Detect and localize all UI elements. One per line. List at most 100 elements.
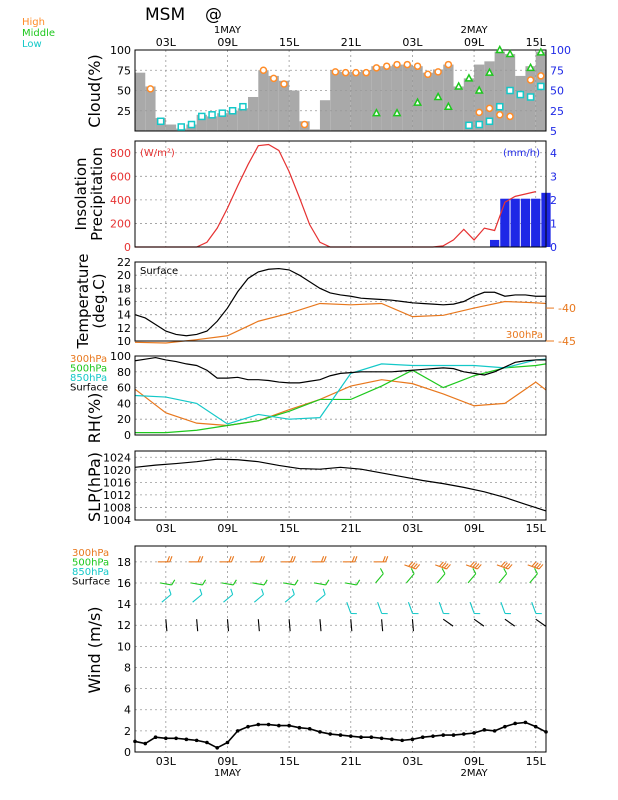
cloud-bar	[330, 70, 341, 131]
slp-panel-frame	[134, 450, 547, 521]
precip-bar	[510, 198, 520, 247]
wind-barb-surface	[381, 619, 384, 632]
cloud-middle-point	[485, 67, 494, 76]
wind-speed-point	[307, 726, 312, 731]
cloud-high-point	[362, 68, 370, 77]
ins-ytick-left: 200	[110, 217, 131, 230]
rh-line-500hpa	[135, 363, 547, 434]
rh-ytick-left: 100	[110, 350, 131, 363]
cloud-high-point	[352, 68, 360, 77]
cloud-low-point	[198, 112, 206, 121]
wind-barb-500hpa	[406, 573, 415, 584]
slp-ytick-left: 1004	[103, 514, 131, 527]
wind-ytick-left: 18	[117, 556, 131, 569]
cloud-ytick-right: 25	[550, 105, 564, 118]
wind-barb-500hpa	[325, 579, 330, 586]
cloud-bar	[474, 64, 485, 131]
cloud-ylabel: Cloud(%)	[85, 54, 104, 127]
wind-barb-300hpa	[197, 556, 201, 563]
insolation-line	[135, 143, 536, 248]
cloud-high-point	[444, 60, 453, 69]
rh-ytick-left: 40	[117, 397, 131, 410]
ins-ytick-right: 4	[550, 147, 557, 160]
wind-barb-300hpa	[385, 556, 389, 563]
wind-barb-500hpa	[436, 573, 446, 584]
cloud-middle-point	[392, 108, 402, 117]
wind-speed-point	[513, 721, 517, 726]
wind-speed-point	[462, 732, 466, 736]
wind-speed-point	[523, 720, 528, 725]
cloud-panel-frame	[134, 49, 547, 132]
cloud-ytick-left: 50	[117, 85, 131, 98]
cloud-bar	[494, 51, 505, 132]
top-tick-label: 09L	[464, 36, 485, 49]
top-date-label: 2MAY	[460, 25, 488, 36]
wind-speed-point	[277, 723, 281, 728]
legend-middle: Middle	[22, 28, 55, 39]
cloud-bar	[258, 70, 269, 131]
cloud-bar	[340, 71, 351, 131]
wind-barb-850hpa	[230, 588, 234, 595]
cloud-high-point	[259, 66, 268, 74]
cloud-middle-point	[474, 85, 484, 94]
bottom-date-label: 1MAY	[214, 768, 242, 779]
cloud-ytick-left: 75	[117, 64, 131, 77]
temp-ytick-left: 18	[117, 282, 131, 295]
ins-ytick-right: 3	[550, 170, 557, 183]
wind-ylabel: Wind (m/s)	[85, 606, 104, 693]
wind-barb-500hpa	[190, 582, 203, 586]
cloud-high-point	[475, 108, 483, 117]
wind-panel-frame	[134, 545, 547, 753]
cloud-middle-point	[505, 48, 515, 58]
wind-legend-item: 850hPa	[72, 567, 109, 578]
precip-bar	[531, 198, 541, 247]
wind-speed-point	[400, 738, 404, 743]
ins-ytick-right: 1	[550, 217, 557, 230]
wind-barb-surface	[411, 619, 415, 632]
wind-speed-point	[328, 732, 333, 736]
cloud-middle-point	[454, 81, 464, 90]
wind-barb-surface	[442, 618, 454, 627]
wind-speed-point	[379, 736, 384, 741]
cloud-middle-point	[372, 108, 381, 117]
wind-barb-850hpa	[199, 588, 203, 595]
rh-ytick-left: 20	[117, 413, 131, 426]
wind-speed-point	[431, 734, 435, 738]
wind-speed-point	[287, 723, 291, 728]
wind-speed-point	[256, 722, 261, 727]
wind-barb-500hpa	[410, 568, 415, 574]
wind-barb-surface	[288, 619, 291, 632]
cloud-bar	[309, 129, 320, 131]
wind-barb-300hpa	[261, 556, 265, 563]
cloud-bar	[145, 86, 156, 131]
temp-panel-frame	[134, 261, 547, 342]
mid-tick-label: 03L	[402, 522, 423, 535]
temp-300hpa-line	[134, 300, 547, 344]
cloud-low-point	[208, 111, 216, 119]
cloud-high-point	[393, 60, 401, 69]
cloud-ytick-right: 100	[550, 44, 571, 57]
cloud-bar	[165, 124, 177, 131]
legend-high: High	[22, 17, 45, 28]
cloud-bar	[371, 66, 382, 131]
rh-legend-item: 500hPa	[70, 364, 107, 375]
wind-speed-point	[348, 734, 353, 738]
cloud-bar	[206, 116, 218, 131]
wind-barb-300hpa	[472, 562, 478, 568]
wind-barb-surface	[319, 619, 322, 632]
cloud-bar	[227, 110, 238, 131]
rh-line-300hpa	[134, 379, 547, 427]
wind-barb-500hpa	[283, 582, 296, 586]
ins-panel-frame	[134, 140, 547, 248]
cloud-middle-point	[495, 44, 505, 54]
wind-barb-850hpa	[438, 602, 444, 614]
wind-ytick-left: 16	[117, 577, 131, 590]
wind-barb-500hpa	[379, 568, 384, 574]
wind-barb-500hpa	[529, 573, 538, 584]
cloud-bar	[381, 66, 392, 131]
wind-barb-300hpa	[200, 556, 204, 563]
cloud-high-point	[413, 62, 422, 70]
cloud-high-point	[506, 112, 514, 121]
wind-barb-300hpa	[290, 556, 294, 563]
